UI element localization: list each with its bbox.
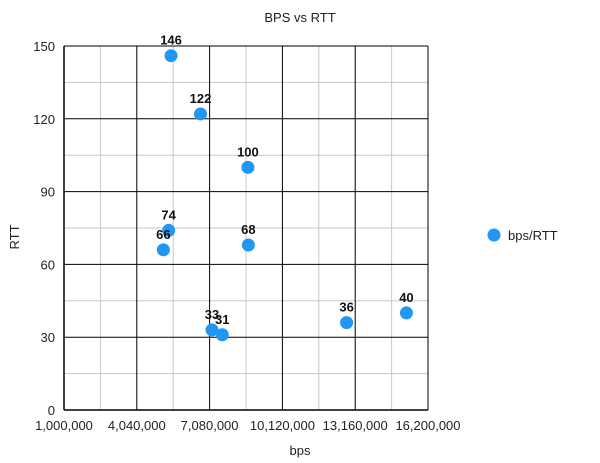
- data-point: [194, 107, 207, 121]
- tick-labels: 1,000,000 4,040,000 7,080,000 10,120,000 13,…: [33, 39, 460, 433]
- x-tick-label: 1,000,000: [35, 418, 93, 433]
- data-point: [241, 160, 255, 174]
- y-tick-label: 60: [41, 257, 55, 272]
- x-tick-label: 7,080,000: [181, 418, 239, 433]
- data-label: 66: [156, 227, 170, 242]
- data-point: [164, 49, 178, 63]
- data-point: [340, 316, 354, 330]
- data-point: [205, 323, 219, 337]
- data-label: 36: [339, 300, 353, 315]
- data-label: 31: [215, 312, 229, 327]
- legend-label: bps/RTT: [508, 228, 558, 243]
- y-tick-label: 90: [41, 185, 55, 200]
- data-point: [215, 328, 229, 342]
- data-label: 122: [190, 91, 212, 106]
- data-point: [162, 223, 176, 237]
- y-tick-label: 0: [48, 403, 55, 418]
- data-point: [241, 238, 255, 252]
- x-tick-label: 4,040,000: [108, 418, 166, 433]
- y-tick-label: 30: [41, 330, 55, 345]
- x-axis-label: bps: [290, 443, 311, 458]
- data-label: 146: [160, 33, 182, 48]
- data-label: 40: [399, 290, 413, 305]
- x-tick-label: 13,160,000: [323, 418, 388, 433]
- y-tick-label: 150: [33, 39, 55, 54]
- data-label: 33: [205, 307, 219, 322]
- x-tick-label: 16,200,000: [395, 418, 460, 433]
- chart-title: BPS vs RTT: [264, 10, 335, 25]
- legend: bps/RTT: [487, 228, 558, 243]
- legend-marker: [487, 228, 501, 242]
- data-point: [156, 243, 170, 257]
- data-point: [399, 306, 413, 320]
- y-axis-label: RTT: [7, 224, 22, 249]
- x-tick-label: 10,120,000: [250, 418, 315, 433]
- data-label: 74: [161, 207, 176, 222]
- data-label: 100: [237, 144, 259, 159]
- axes: [63, 46, 428, 411]
- y-tick-label: 120: [33, 112, 55, 127]
- data-points: [156, 49, 413, 342]
- data-label: 68: [241, 222, 255, 237]
